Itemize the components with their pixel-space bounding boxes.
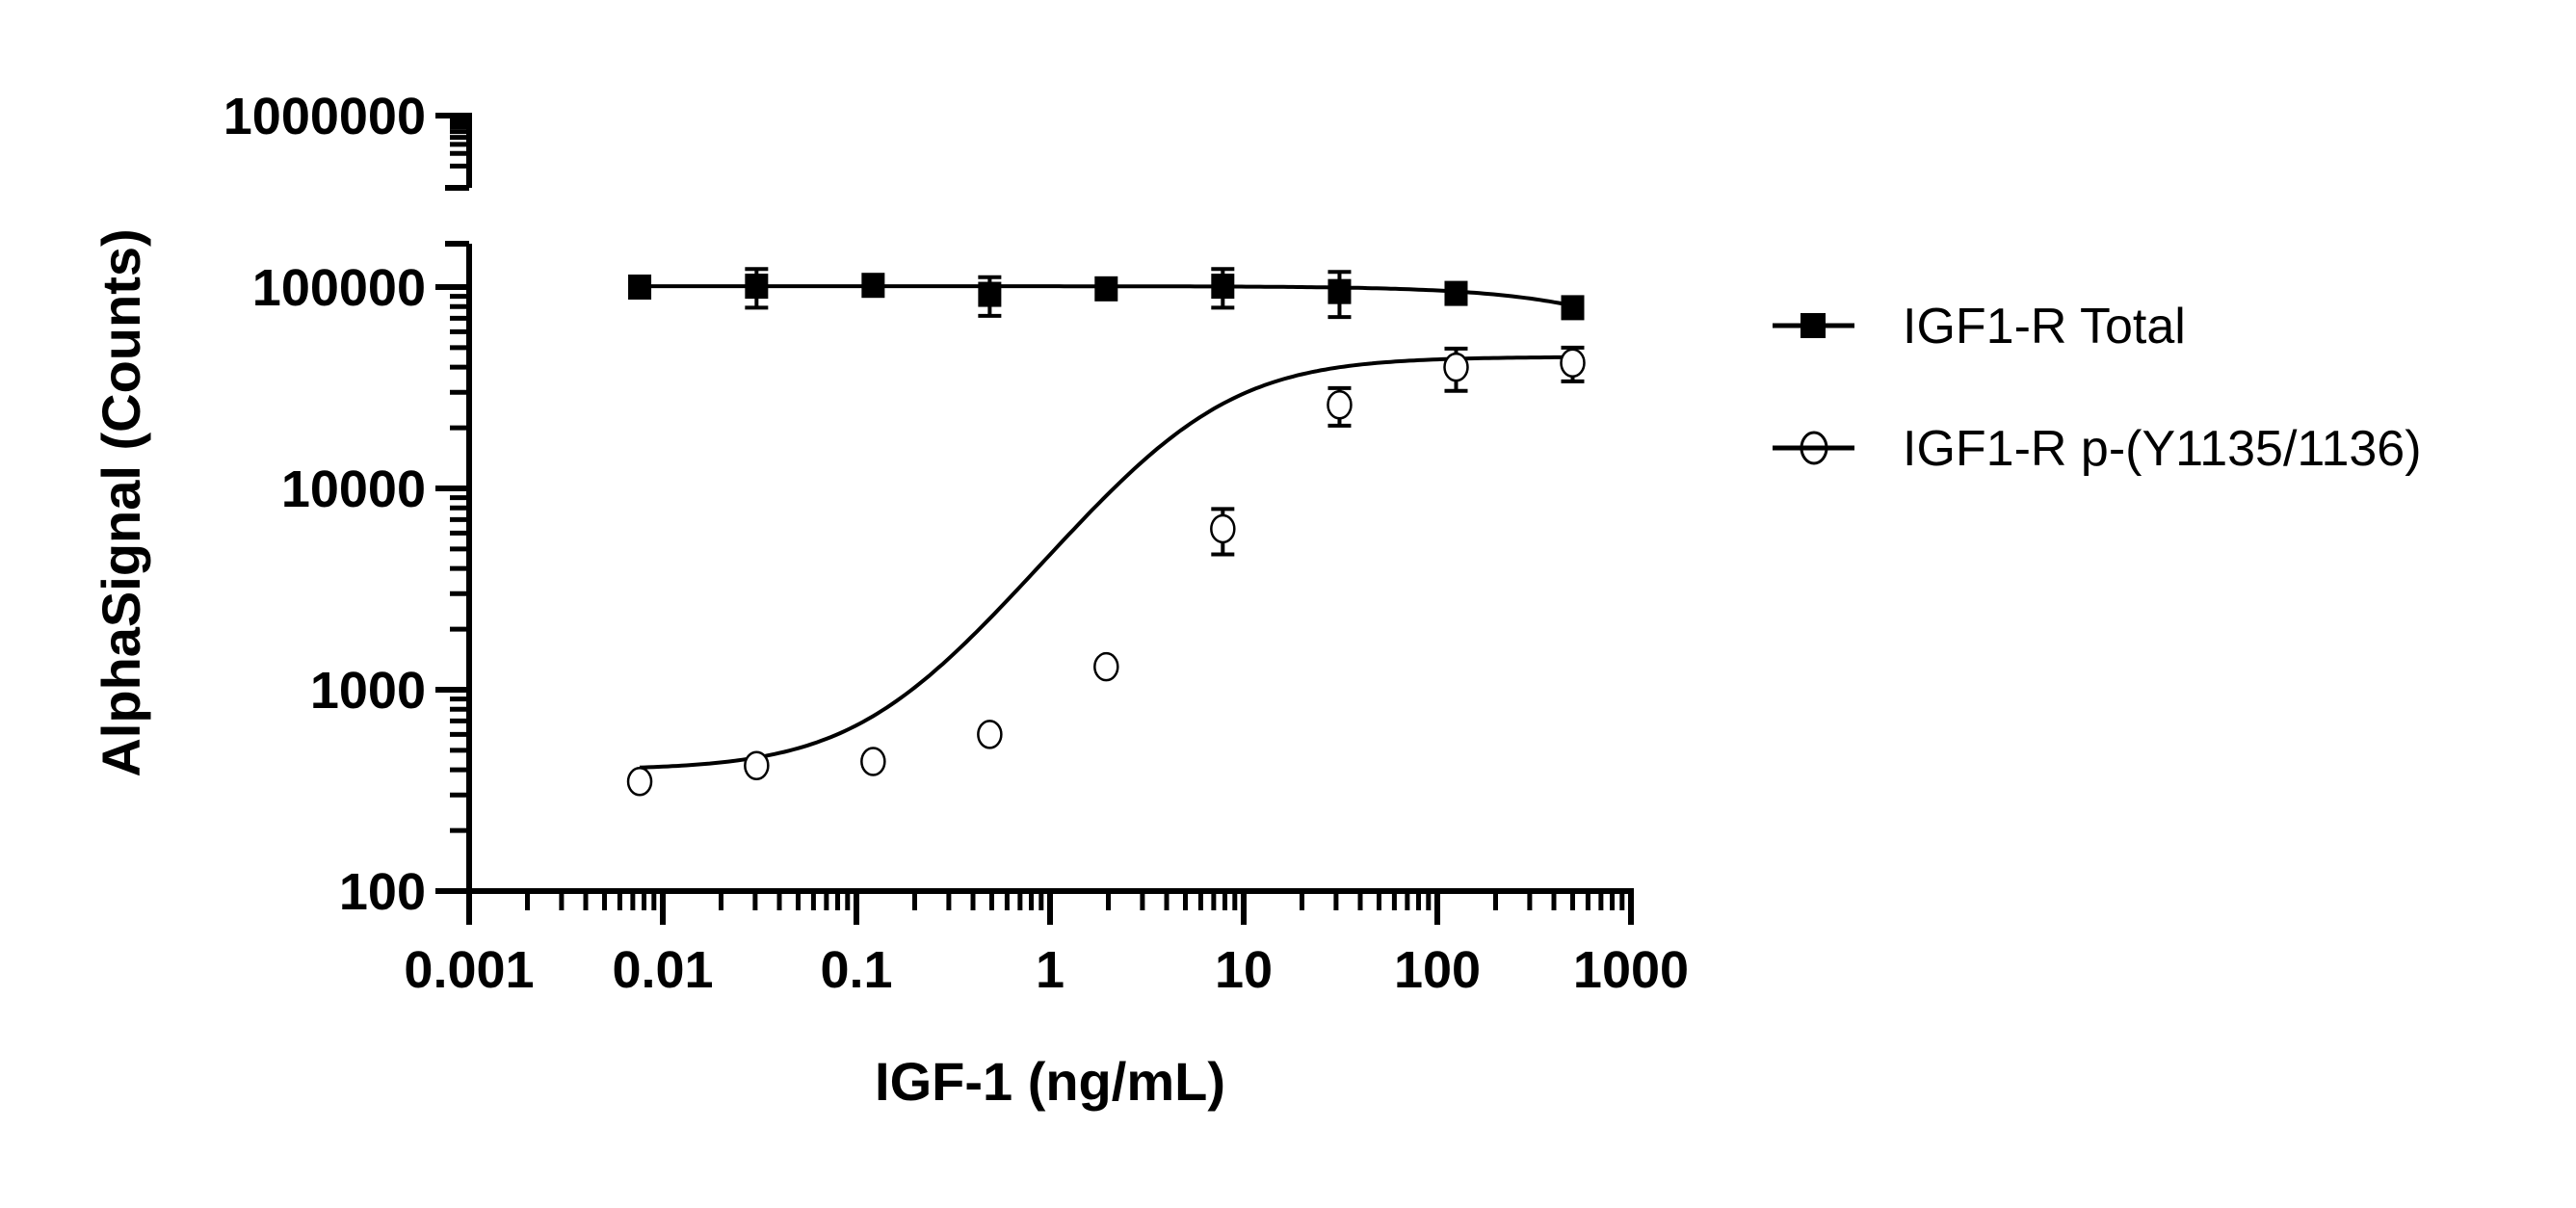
data-point-phospho: [626, 767, 653, 797]
y-tick-label: 1000000: [223, 88, 426, 145]
data-point-phospho: [1443, 352, 1469, 382]
data-points: [626, 267, 1586, 797]
x-tick-label: 1000: [1573, 941, 1689, 999]
data-point-phospho: [1327, 390, 1353, 420]
y-axis-title: AlphaSignal (Counts): [91, 228, 151, 776]
x-tick-label: 100: [1394, 941, 1481, 999]
data-point-phospho: [860, 747, 886, 776]
data-point-total: [1094, 276, 1118, 302]
data-point-total: [1211, 274, 1235, 300]
data-point-total: [1327, 278, 1352, 304]
legend: IGF1-R Total IGF1-R p-(Y1135/1136): [1773, 299, 2422, 477]
x-tick-label: 0.1: [820, 941, 892, 999]
legend-square-marker: [1801, 313, 1826, 338]
legend-label-phospho: IGF1-R p-(Y1135/1136): [1903, 421, 2422, 477]
x-axis-title: IGF-1 (ng/mL): [875, 1051, 1225, 1112]
legend-label-total: IGF1-R Total: [1903, 299, 2186, 355]
data-point-phospho: [977, 720, 1003, 749]
data-point-total: [628, 275, 652, 300]
y-tick-label: 1000: [310, 662, 426, 720]
fit-curve-phospho: [639, 355, 1573, 770]
y-tick-label: 100: [339, 863, 426, 921]
y-tick-label: 100000: [252, 259, 426, 317]
data-point-total: [1444, 280, 1468, 306]
x-tick-label: 10: [1215, 941, 1273, 999]
data-point-total: [745, 274, 769, 300]
x-tick-label: 1: [1036, 941, 1065, 999]
y-tick-label: 10000: [281, 460, 426, 518]
legend-item-total: IGF1-R Total: [1773, 299, 2186, 355]
x-tick-label: 0.01: [612, 941, 713, 999]
data-point-phospho: [1093, 651, 1119, 682]
data-point-phospho: [1210, 513, 1236, 544]
data-point-total: [861, 273, 885, 299]
axes: 0.001 0.01 0.1 1 10 100 1000 100 1000 10000 100000…: [223, 88, 1689, 999]
data-point-total: [978, 281, 1002, 307]
data-point-phospho: [1560, 348, 1586, 378]
legend-item-phospho: IGF1-R p-(Y1135/1136): [1773, 421, 2422, 477]
data-point-total: [1561, 295, 1585, 321]
x-tick-label: 0.001: [404, 941, 534, 999]
fit-curves: [639, 284, 1573, 770]
data-point-phospho: [744, 750, 770, 780]
